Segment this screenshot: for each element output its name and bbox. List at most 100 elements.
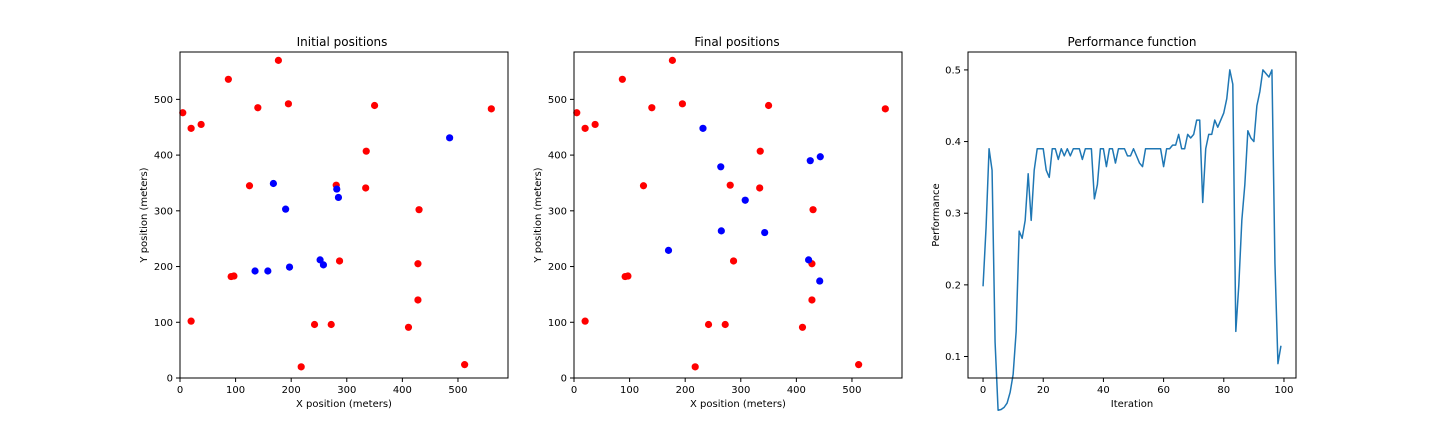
red-point: [487, 105, 495, 113]
red-point: [881, 105, 889, 113]
red-point: [362, 184, 370, 192]
y-tick-label: 0: [167, 374, 173, 385]
blue-point: [806, 157, 814, 165]
y-tick-label: 200: [548, 262, 567, 273]
y-tick-label: 0.3: [945, 209, 961, 220]
red-point: [764, 101, 773, 110]
blue-point: [741, 196, 749, 204]
blue-point: [251, 267, 259, 275]
y-tick-label: 500: [548, 95, 567, 106]
blue-point: [761, 228, 769, 237]
x-tick-label: 100: [1274, 385, 1293, 396]
y-tick-label: 400: [154, 151, 173, 162]
x-tick-label: 200: [282, 385, 301, 396]
blue-point: [717, 163, 725, 171]
red-point: [729, 257, 738, 265]
x-tick-label: 0: [571, 385, 577, 396]
x-axis-label: X position (meters): [296, 399, 392, 410]
x-tick-label: 80: [1217, 385, 1230, 396]
red-point: [756, 147, 764, 155]
x-tick-label: 100: [226, 385, 245, 396]
red-point: [179, 109, 187, 117]
red-point: [274, 56, 282, 64]
red-point: [224, 75, 232, 83]
final-positions-panel: Final positions 0 100 200 300 400 500 0 100 200 3…: [533, 35, 903, 410]
blue-point: [446, 134, 454, 142]
red-point: [726, 181, 734, 189]
blue-point: [334, 193, 343, 202]
chart-title: Initial positions: [297, 35, 388, 49]
y-axis-label: Performance: [931, 183, 942, 246]
axes-frame: [573, 51, 903, 379]
performance-function-panel: Performance function 0 20 40 60 80 1000.10.20…: [931, 35, 1297, 411]
red-point: [310, 320, 319, 329]
red-point: [197, 120, 205, 129]
x-tick-label: 300: [337, 385, 356, 396]
red-point: [756, 184, 764, 192]
blue-point: [816, 277, 824, 285]
blue-point: [319, 261, 328, 269]
y-tick-label: 300: [154, 206, 173, 217]
red-point: [370, 101, 379, 110]
red-point: [327, 320, 335, 329]
red-point: [297, 363, 305, 371]
red-point: [245, 182, 254, 190]
x-axis-label: Iteration: [1111, 399, 1153, 410]
plot-area: 0 20 40 60 80 100 0.1 0.2 0.3 0.4 0.5: [945, 65, 1294, 411]
y-tick-label: 0.1: [945, 352, 961, 363]
performance-line: [982, 69, 1282, 411]
y-axis-label: Y position (meters): [533, 167, 544, 263]
initial-positions-panel: Initial positions 0 100 200 300 400 500 0 100 20…: [139, 35, 509, 410]
x-tick-label: 500: [448, 385, 467, 396]
x-tick-label: 40: [1097, 385, 1110, 396]
red-point: [581, 317, 589, 325]
red-point: [618, 75, 626, 83]
y-tick-label: 0.2: [945, 280, 961, 291]
red-point: [461, 361, 469, 369]
red-point: [230, 272, 238, 280]
red-point: [798, 323, 807, 331]
red-point: [624, 272, 632, 280]
red-point: [639, 182, 648, 190]
red-point: [187, 124, 195, 132]
red-point: [414, 260, 422, 268]
red-point: [414, 296, 422, 304]
x-tick-label: 200: [676, 385, 695, 396]
red-point: [648, 104, 656, 112]
x-tick-label: 400: [393, 385, 412, 396]
y-tick-label: 0.4: [945, 137, 961, 148]
axes-frame: [179, 51, 509, 379]
chart-title: Final positions: [694, 35, 779, 49]
blue-point: [333, 185, 341, 193]
red-point: [591, 120, 599, 129]
y-axis-label: Y position (meters): [139, 167, 150, 263]
blue-point: [264, 267, 272, 275]
axes-frame: [967, 51, 1297, 379]
blue-point: [282, 205, 290, 213]
plot-area: 0 100 200 300 400 500 0 100 200 300 400 500: [154, 56, 495, 396]
red-point: [691, 363, 699, 371]
red-point: [573, 109, 581, 117]
blue-point: [285, 263, 294, 271]
y-tick-label: 300: [548, 206, 567, 217]
y-tick-label: 0.5: [945, 65, 961, 76]
blue-point: [816, 153, 824, 161]
x-tick-label: 0: [980, 385, 986, 396]
x-tick-label: 400: [787, 385, 806, 396]
x-tick-label: 500: [842, 385, 861, 396]
red-point: [704, 320, 713, 329]
y-tick-label: 400: [548, 151, 567, 162]
x-tick-label: 20: [1037, 385, 1050, 396]
red-point: [187, 317, 195, 325]
red-point: [415, 206, 423, 214]
red-point: [335, 257, 344, 265]
x-tick-label: 0: [177, 385, 183, 396]
x-axis-label: X position (meters): [690, 399, 786, 410]
red-point: [362, 147, 370, 155]
blue-point: [699, 124, 707, 132]
red-point: [809, 206, 817, 214]
red-point: [668, 56, 677, 64]
red-point: [404, 323, 413, 331]
red-point: [284, 100, 293, 108]
